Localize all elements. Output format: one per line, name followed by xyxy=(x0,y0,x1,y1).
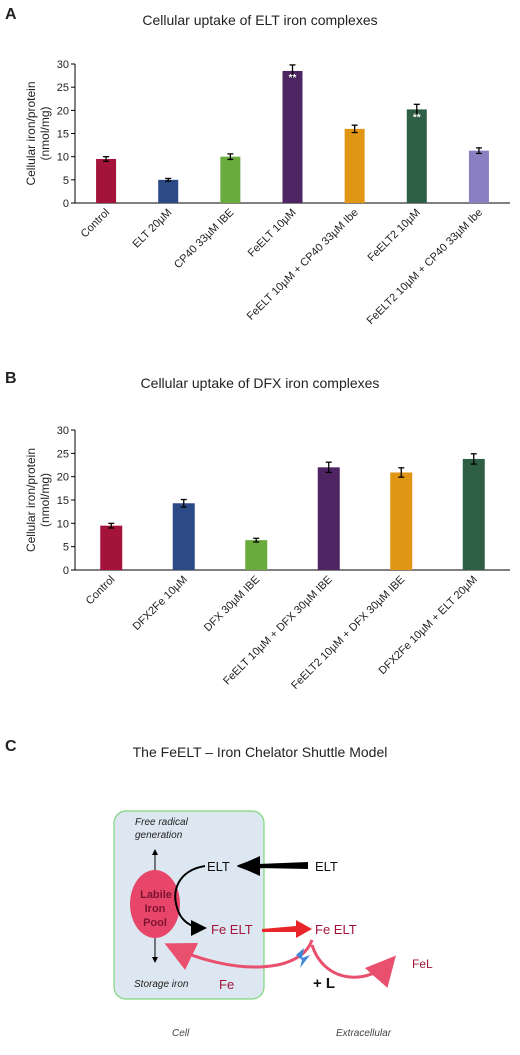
y-axis-label-line1: Cellular iron/protein xyxy=(24,81,38,185)
free-radical-label-1: Free radical xyxy=(135,817,189,828)
y-tick-label: 5 xyxy=(63,542,69,554)
cell-box xyxy=(113,810,265,1000)
bar xyxy=(344,128,365,203)
y-axis-label-line2: (nmol/mg) xyxy=(38,473,52,527)
y-tick-label: 15 xyxy=(57,495,69,507)
y-tick-label: 10 xyxy=(57,152,69,164)
pool-label-1: Labile xyxy=(140,889,172,901)
elt-influx-arrowhead xyxy=(238,856,260,876)
elt-outside-label: ELT xyxy=(315,859,338,874)
bar xyxy=(462,458,485,570)
panel-a-letter: A xyxy=(5,6,17,23)
bar xyxy=(172,503,195,570)
labile-iron-pool xyxy=(130,870,180,938)
fel-curve xyxy=(310,944,396,988)
free-radical-label-2: generation xyxy=(135,830,183,841)
bar xyxy=(282,70,303,203)
bar xyxy=(468,150,489,203)
chart-b-title: Cellular uptake of DFX iron complexes xyxy=(140,375,380,391)
bar xyxy=(406,109,427,203)
bar xyxy=(220,156,241,203)
chart-a: 0 5 10 15 20 25 30 Cellular iron/protein (nmol/m… xyxy=(24,59,510,327)
y-tick-label: 15 xyxy=(57,129,69,141)
storage-iron-label: Storage iron xyxy=(134,979,189,990)
bar xyxy=(245,540,268,570)
significance-label: ** xyxy=(413,112,421,123)
cell-label: Cell xyxy=(172,1028,190,1039)
y-axis-label-line2: (nmol/mg) xyxy=(38,106,52,160)
pool-label-2: Iron xyxy=(145,903,166,915)
y-tick-label: 30 xyxy=(57,425,69,437)
y-tick-label: 0 xyxy=(63,198,69,210)
y-tick-label: 10 xyxy=(57,518,69,530)
y-tick-label: 20 xyxy=(57,472,69,484)
lightning-icon xyxy=(296,948,310,968)
bar xyxy=(317,467,340,570)
extracellular-label: Extracellular xyxy=(336,1028,392,1039)
bar xyxy=(158,179,179,203)
panel-b-letter: B xyxy=(5,370,17,387)
elt-influx-shaft xyxy=(258,862,308,869)
plus-l-label: + L xyxy=(313,975,335,992)
fe-label: Fe xyxy=(219,977,234,992)
bar xyxy=(390,472,413,570)
bar xyxy=(100,525,123,570)
elt-binding-curve xyxy=(174,865,207,936)
y-tick-label: 20 xyxy=(57,105,69,117)
y-axis-label-line1: Cellular iron/protein xyxy=(24,448,38,552)
y-tick-label: 30 xyxy=(57,59,69,71)
pool-label-3: Pool xyxy=(143,917,167,929)
significance-label: ** xyxy=(289,73,297,84)
fe-elt-inside-label: Fe ELT xyxy=(211,922,253,937)
bar xyxy=(96,158,117,203)
fel-label: FeL xyxy=(412,957,433,971)
y-tick-label: 25 xyxy=(57,82,69,94)
chart-a-title: Cellular uptake of ELT iron complexes xyxy=(142,12,378,28)
fe-elt-outside-label: Fe ELT xyxy=(315,922,357,937)
fe-elt-efflux-arrow xyxy=(262,920,312,938)
y-tick-label: 5 xyxy=(63,175,69,187)
fe-return-curve xyxy=(164,939,314,970)
y-tick-label: 25 xyxy=(57,448,69,460)
panel-c-letter: C xyxy=(5,738,17,755)
chart-b: 0 5 10 15 20 25 30 Cellular iron/protein (nmol/m… xyxy=(24,425,510,692)
elt-inside-label: ELT xyxy=(207,859,230,874)
diagram-title: The FeELT – Iron Chelator Shuttle Model xyxy=(132,744,388,760)
y-tick-label: 0 xyxy=(63,565,69,577)
